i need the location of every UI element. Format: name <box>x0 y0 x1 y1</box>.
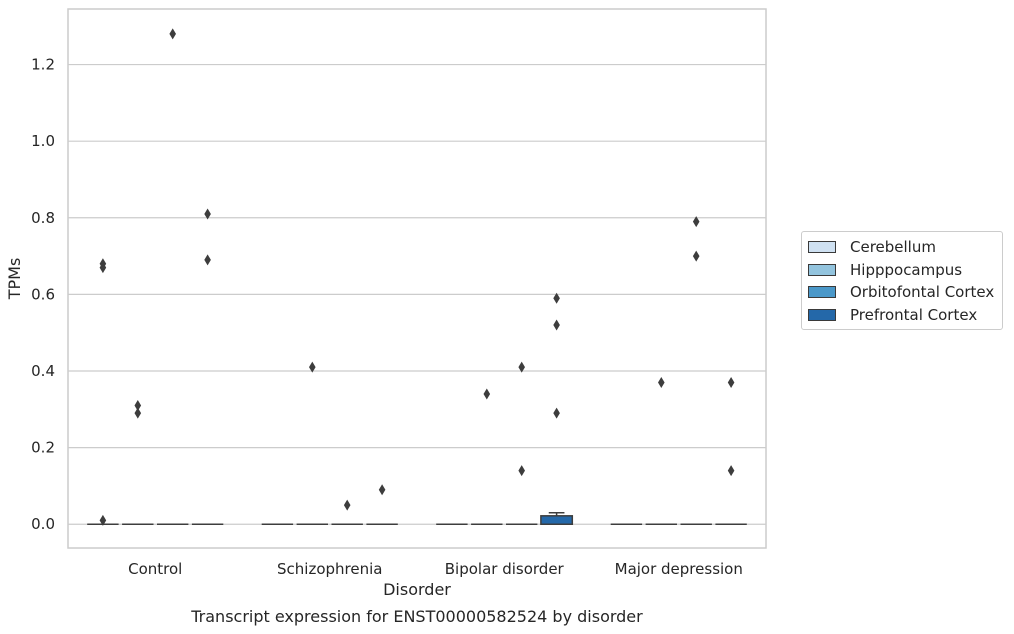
y-tick-label: 0.8 <box>31 209 55 227</box>
legend-swatch <box>808 241 836 254</box>
outlier-point <box>343 499 351 511</box>
outlier-point <box>204 208 211 220</box>
legend-swatch <box>808 263 836 276</box>
outlier-point <box>553 407 560 419</box>
y-tick-label: 1.2 <box>31 56 55 74</box>
outlier-point <box>378 484 386 496</box>
outlier-point <box>658 377 665 389</box>
outlier-point <box>553 292 560 304</box>
legend-item: Prefrontal Cortex <box>802 304 1002 327</box>
plot-frame <box>67 8 767 549</box>
legend-swatch <box>808 308 836 321</box>
x-tick-label: Bipolar disorder <box>445 560 565 578</box>
outlier-point <box>134 407 142 419</box>
outlier-point <box>99 262 107 274</box>
y-tick-label: 0.4 <box>31 362 55 380</box>
chart-caption: Transcript expression for ENST0000058252… <box>190 607 643 626</box>
outlier-points <box>99 28 735 526</box>
outlier-point <box>483 388 491 400</box>
legend-item: Hipppocampus <box>802 259 1002 282</box>
outlier-point <box>518 465 525 477</box>
outlier-point <box>727 465 735 477</box>
legend-item: Cerebellum <box>802 236 1002 259</box>
outlier-point <box>692 216 700 228</box>
legend-label: Cerebellum <box>850 238 936 257</box>
outlier-point <box>169 28 176 40</box>
x-tick-label: Schizophrenia <box>277 560 382 578</box>
x-tick-labels: Control Schizophrenia Bipolar disorder Majo… <box>128 560 743 578</box>
outlier-point <box>99 514 107 526</box>
y-axis-label: TPMs <box>5 258 24 301</box>
legend-swatch <box>808 286 836 299</box>
outlier-point <box>309 361 316 373</box>
outlier-point <box>204 254 211 266</box>
legend-label: Orbitofontal Cortex <box>850 283 995 302</box>
outlier-point <box>518 361 525 373</box>
legend-label: Prefrontal Cortex <box>850 305 978 324</box>
y-tick-label: 0.2 <box>31 439 55 457</box>
y-tick-label: 0.6 <box>31 285 55 303</box>
y-tick-label: 1.0 <box>31 132 55 150</box>
legend-item: Orbitofontal Cortex <box>802 281 1002 304</box>
outlier-point <box>727 377 735 389</box>
y-tick-labels: 0.0 0.2 0.4 0.6 0.8 1.0 1.2 <box>31 56 55 534</box>
y-tick-label: 0.0 <box>31 515 55 533</box>
legend-label: Hipppocampus <box>850 260 963 279</box>
outlier-point <box>692 250 700 262</box>
x-axis-label: Disorder <box>383 580 451 599</box>
outlier-point <box>553 319 560 331</box>
x-tick-label: Major depression <box>615 560 743 578</box>
plot-background <box>68 9 766 548</box>
legend: Cerebellum Hipppocampus Orbitofontal Corte… <box>801 231 1003 330</box>
outlier-point <box>134 399 142 411</box>
box-body <box>540 515 574 525</box>
x-tick-label: Control <box>128 560 182 578</box>
